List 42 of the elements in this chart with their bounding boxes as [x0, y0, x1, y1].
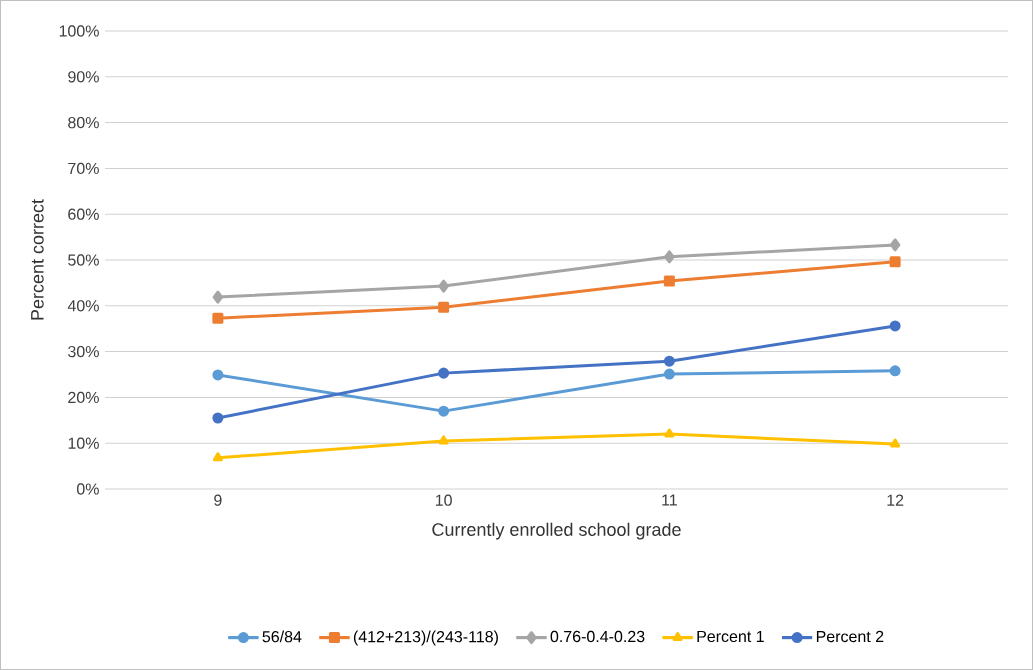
- legend-label: 0.76-0.4-0.23: [550, 630, 645, 643]
- x-tick-label: 10: [435, 494, 452, 506]
- y-tick-label: 10%: [68, 437, 99, 449]
- point: [890, 438, 901, 448]
- x-axis-title: Currently enrolled school grade: [432, 522, 681, 540]
- point: [663, 355, 675, 367]
- y-tick-label: 60%: [68, 208, 99, 220]
- point: [438, 367, 450, 379]
- point: [212, 452, 223, 462]
- y-tick-label: 70%: [68, 162, 99, 175]
- point: [889, 365, 901, 377]
- y-tick-label: 90%: [68, 71, 99, 83]
- y-tick-label: 40%: [67, 300, 99, 312]
- x-tick-label: 12: [887, 494, 904, 506]
- point: [438, 435, 449, 445]
- point: [212, 312, 224, 324]
- legend-label: 56/84: [262, 630, 302, 643]
- legend-label: (412+213)/(243-118): [353, 630, 498, 646]
- point: [212, 290, 224, 304]
- y-tick-label: 30%: [68, 345, 99, 358]
- y-tick-label: 50%: [68, 254, 99, 266]
- point: [438, 405, 450, 417]
- point: [664, 428, 675, 438]
- point: [212, 369, 224, 381]
- point: [889, 238, 901, 252]
- x-tick-label: 9: [214, 494, 222, 506]
- y-tick-label: 20%: [68, 391, 99, 404]
- point: [663, 368, 675, 380]
- x-tick-label: 11: [662, 494, 677, 506]
- point: [212, 412, 224, 424]
- legend-label: Percent 1: [697, 630, 764, 643]
- y-tick-label: 100%: [59, 25, 99, 37]
- point: [438, 301, 450, 313]
- legend-label: Percent 2: [816, 630, 884, 643]
- point: [889, 320, 901, 332]
- y-tick-label: 80%: [68, 116, 99, 129]
- point: [664, 250, 675, 264]
- point: [889, 256, 901, 268]
- point: [663, 275, 675, 287]
- y-axis-title: Percent correct: [31, 199, 44, 320]
- point: [438, 279, 449, 293]
- y-tick-label: 0%: [76, 483, 99, 495]
